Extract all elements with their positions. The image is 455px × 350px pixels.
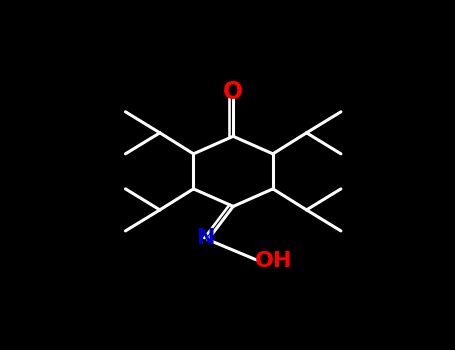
Text: N: N xyxy=(197,228,216,248)
Text: OH: OH xyxy=(254,251,292,271)
Text: O: O xyxy=(223,80,243,104)
